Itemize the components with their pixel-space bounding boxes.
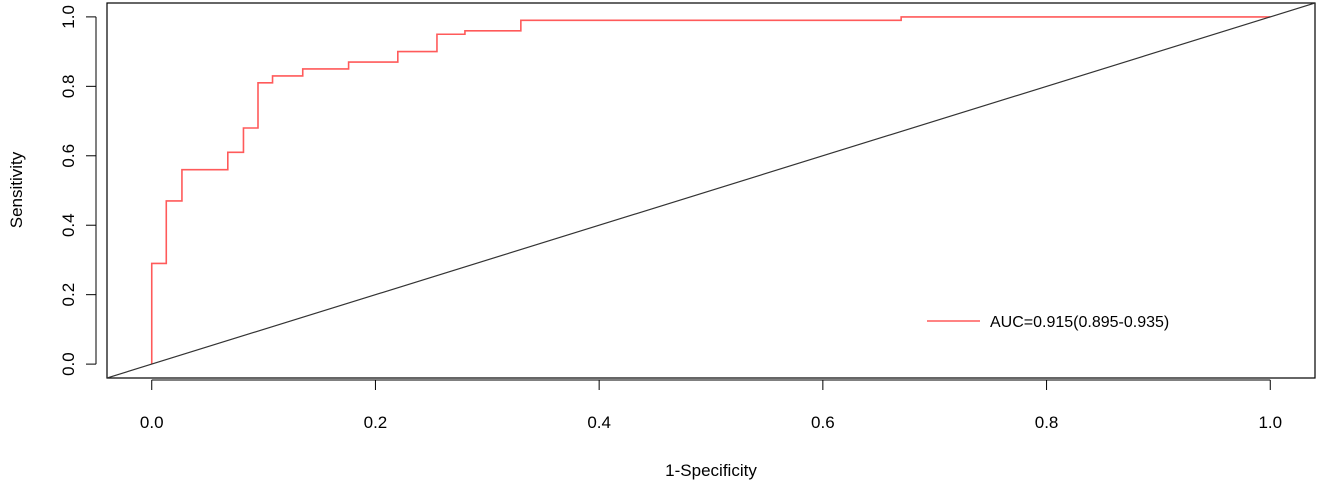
y-tick-label: 0.4 bbox=[59, 213, 78, 237]
y-tick-label: 0.0 bbox=[59, 352, 78, 376]
y-tick-label: 0.8 bbox=[59, 75, 78, 99]
y-tick-label: 0.6 bbox=[59, 144, 78, 168]
diagonal-reference-line bbox=[107, 3, 1315, 378]
x-tick-label: 0.2 bbox=[364, 413, 388, 432]
y-axis-label: Sensitivity bbox=[7, 151, 26, 228]
x-tick-label: 1.0 bbox=[1258, 413, 1282, 432]
x-axis-label: 1-Specificity bbox=[665, 461, 757, 480]
roc-curve-line bbox=[150, 16, 1271, 365]
x-axis: 0.0 0.2 0.4 0.6 0.8 1.0 bbox=[140, 379, 1282, 432]
x-tick-label: 0.6 bbox=[811, 413, 835, 432]
series-group bbox=[107, 3, 1315, 378]
y-tick-label: 0.2 bbox=[59, 283, 78, 307]
y-tick-label: 1.0 bbox=[59, 5, 78, 29]
legend: AUC=0.915(0.895-0.935) bbox=[927, 314, 1169, 331]
y-axis: 0.0 0.2 0.4 0.6 0.8 1.0 bbox=[59, 5, 97, 376]
x-tick-label: 0.4 bbox=[587, 413, 611, 432]
x-tick-label: 0.0 bbox=[140, 413, 164, 432]
plot-frame bbox=[106, 2, 1316, 379]
legend-label: AUC=0.915(0.895-0.935) bbox=[990, 314, 1169, 331]
x-tick-label: 0.8 bbox=[1035, 413, 1059, 432]
